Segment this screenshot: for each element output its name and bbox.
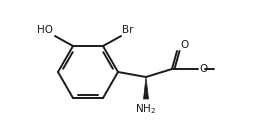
Text: Br: Br (122, 25, 134, 35)
Text: O: O (180, 40, 188, 50)
Text: NH$_2$: NH$_2$ (135, 102, 157, 116)
Text: HO: HO (37, 25, 53, 35)
Polygon shape (144, 77, 148, 99)
Text: O: O (199, 64, 207, 74)
